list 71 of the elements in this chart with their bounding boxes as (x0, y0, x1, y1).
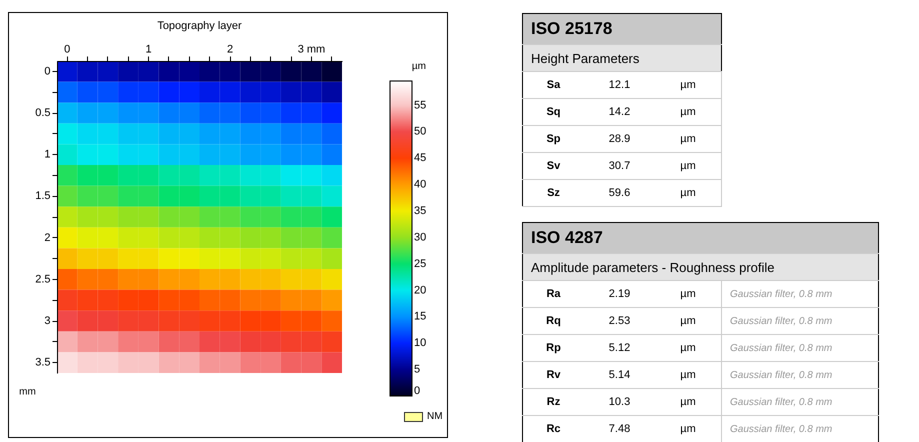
category-label: Rc (522, 416, 584, 442)
text: µm (655, 388, 722, 416)
chart-title: Topography layer (157, 20, 242, 32)
x-tick-label: 2 (226, 44, 234, 56)
color-bar-title: µm (412, 61, 426, 72)
text: 5.14 (584, 362, 655, 388)
text: µm (655, 126, 722, 152)
text: 14.2 (584, 98, 655, 126)
text: 2.53 (584, 308, 655, 334)
color-bar-label: 20 (414, 284, 426, 296)
text: µm (655, 98, 722, 126)
x-tick-label: 3 mm (298, 44, 326, 56)
text: Gaussian filter, 0.8 mm (722, 416, 878, 442)
text: µm (655, 280, 722, 308)
category-label: Sz (522, 180, 584, 206)
text: Gaussian filter, 0.8 mm (722, 334, 878, 362)
color-bar-label: 50 (414, 126, 426, 138)
text: ISO 25178 (522, 14, 722, 44)
x-tick-label: 0 (64, 44, 70, 56)
y-tick-label: 3.5 (35, 356, 50, 369)
y-tick-label: 0 (44, 65, 50, 78)
color-bar-label: 40 (414, 178, 426, 191)
y-tick-label: 2 (44, 232, 50, 244)
category-label: Ra (522, 280, 584, 308)
text: NM (427, 411, 443, 422)
text: µm (655, 180, 722, 206)
category-label: Rv (522, 362, 584, 388)
color-bar-label: 15 (414, 310, 426, 323)
text: Gaussian filter, 0.8 mm (722, 280, 878, 308)
color-bar-label: 30 (414, 231, 426, 244)
color-bar-label: 55 (414, 99, 426, 112)
text: 10.3 (584, 388, 655, 416)
category-label: Rq (522, 308, 584, 334)
text: µm (655, 308, 722, 334)
text: µm (655, 334, 722, 362)
text: 59.6 (584, 180, 655, 206)
text: Gaussian filter, 0.8 mm (722, 388, 878, 416)
color-bar-label: 0 (414, 385, 420, 397)
color-bar-label: 45 (414, 152, 426, 164)
text: 2.19 (584, 280, 655, 308)
category-label: Rp (522, 334, 584, 362)
category-label: Rz (522, 388, 584, 416)
category-label: Sq (522, 98, 584, 126)
category-label: Sa (522, 72, 584, 98)
color-bar-label: 25 (414, 258, 426, 270)
text: Gaussian filter, 0.8 mm (722, 308, 878, 334)
y-tick-label: 1.5 (35, 190, 50, 202)
y-tick-label: 0.5 (35, 107, 50, 119)
x-tick-label: 1 (146, 44, 152, 56)
color-bar-label: 35 (414, 205, 426, 218)
category-label: Sv (522, 152, 584, 180)
text: 5.12 (584, 334, 655, 362)
y-tick-label: 1 (44, 148, 50, 161)
category-label: Sp (522, 126, 584, 152)
text: ISO 4287 (522, 222, 878, 254)
text: µm (655, 362, 722, 388)
y-tick-label: 2.5 (35, 273, 50, 286)
text: 7.48 (584, 416, 655, 442)
y-tick-label: 3 (44, 315, 50, 327)
y-axis-title: mm (19, 386, 36, 398)
text: µm (655, 416, 722, 442)
text: µm (655, 152, 722, 180)
text: µm (655, 72, 722, 98)
text: Amplitude parameters - Roughness profile (522, 254, 878, 280)
text: Gaussian filter, 0.8 mm (722, 362, 878, 388)
text: Height Parameters (522, 44, 722, 72)
text: 30.7 (584, 152, 655, 180)
color-bar-label: 10 (414, 337, 426, 350)
text: 28.9 (584, 126, 655, 152)
color-bar-label: 5 (414, 364, 420, 376)
text: 12.1 (584, 72, 655, 98)
